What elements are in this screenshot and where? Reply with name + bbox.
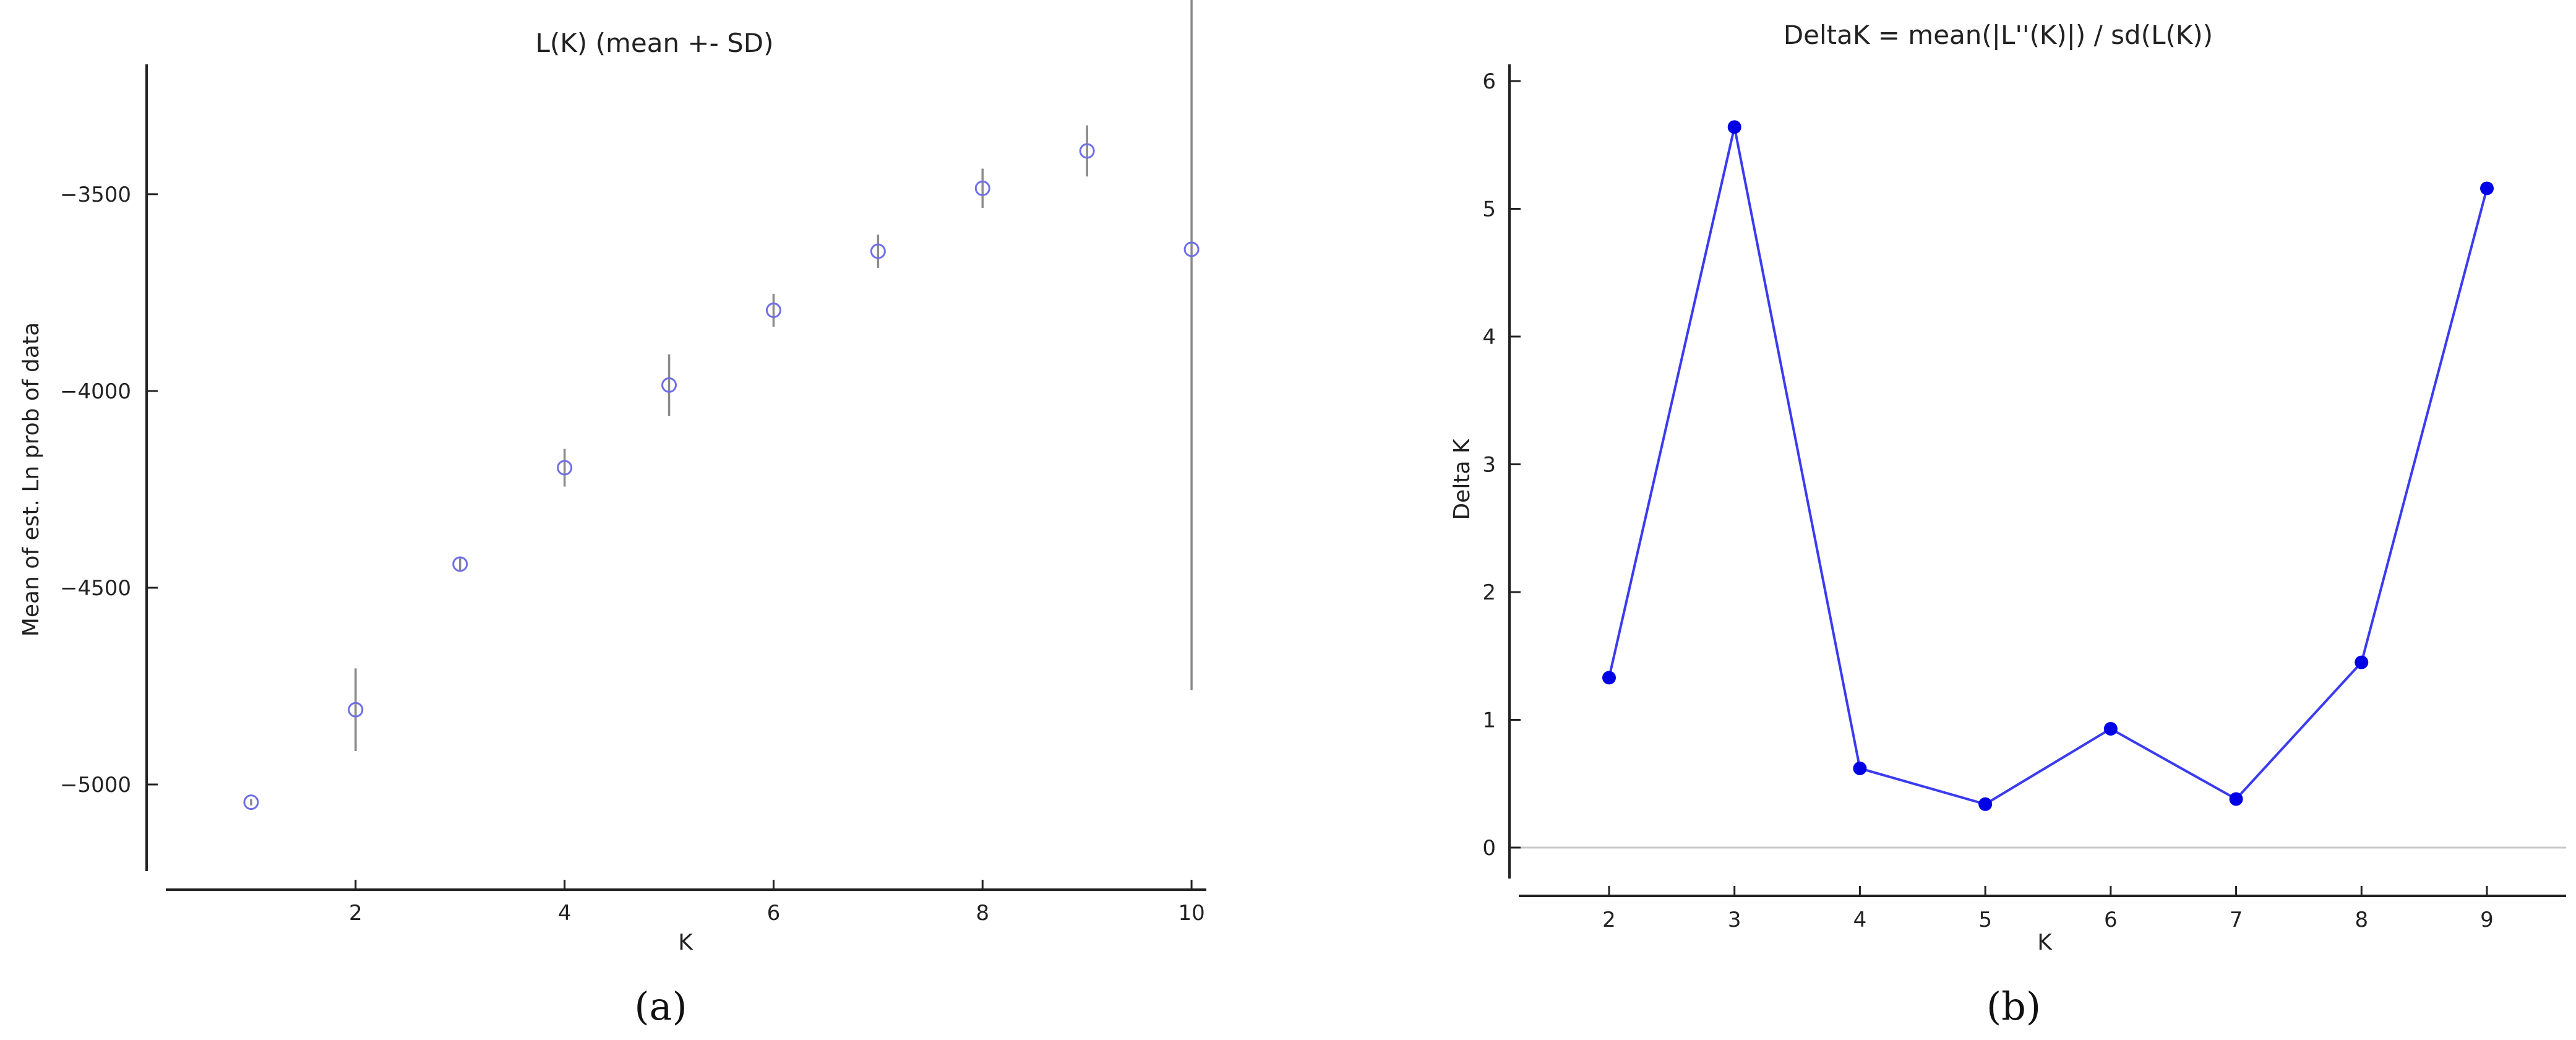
chart-b-y-ticks: 0 1 2 3 4 5 6 — [1482, 69, 1521, 861]
chart-b-xtick-label: 9 — [2480, 908, 2494, 932]
chart-b-point — [2229, 792, 2243, 806]
chart-a-title: L(K) (mean +- SD) — [536, 28, 774, 58]
chart-b-xtick-label: 6 — [2104, 908, 2118, 932]
chart-a-ytick-label: −5000 — [60, 773, 131, 797]
chart-a-y-ticks: −5000 −4500 −4000 −3500 — [60, 183, 158, 797]
chart-b-xtick-label: 4 — [1853, 908, 1867, 932]
chart-b-ytick-label: 2 — [1482, 580, 1496, 605]
chart-b-xtick-label: 3 — [1728, 908, 1741, 932]
chart-b-ytick-label: 5 — [1482, 197, 1496, 222]
chart-a-point — [452, 556, 468, 572]
chart-a-ytick-label: −4000 — [60, 379, 131, 404]
chart-b-ytick-label: 6 — [1482, 69, 1496, 94]
chart-b-xtick-label: 7 — [2230, 908, 2243, 932]
chart-b-point — [2355, 655, 2369, 669]
chart-b-point — [1853, 761, 1867, 775]
chart-a-point — [661, 377, 677, 393]
chart-a-point — [243, 794, 259, 810]
chart-b-point — [1727, 120, 1741, 134]
chart-a-point — [1183, 241, 1200, 257]
chart-b-xtick-label: 8 — [2355, 908, 2368, 932]
chart-a-panel-label: (a) — [634, 984, 687, 1029]
chart-b-ylabel: Delta K — [1449, 438, 1475, 520]
chart-b-panel-letter: b — [2001, 984, 2026, 1029]
chart-a-panel-letter: a — [650, 984, 672, 1029]
chart-a-ytick-label: −3500 — [60, 183, 131, 207]
chart-b-point — [1978, 797, 1993, 811]
chart-a-point — [348, 702, 364, 718]
chart-a-x-ticks: 2 4 6 8 10 — [349, 880, 1205, 926]
chart-a-xlabel: K — [678, 930, 693, 955]
chart-b-point — [2480, 181, 2494, 196]
chart-a-xtick-label: 6 — [767, 901, 781, 926]
chart-a-point — [557, 460, 573, 476]
chart-a-lnprob: L(K) (mean +- SD) −5000 −4500 −4000 −3500 2… — [19, 0, 1206, 1029]
chart-b-ytick-label: 0 — [1482, 836, 1496, 861]
chart-a-data — [243, 0, 1200, 810]
chart-a-point — [765, 303, 781, 319]
chart-a-ylabel: Mean of est. Ln prob of data — [19, 322, 44, 637]
chart-b-panel-label: (b) — [1986, 984, 2041, 1029]
chart-b-xtick-label: 5 — [1978, 908, 1992, 932]
chart-a-xtick-label: 10 — [1178, 901, 1204, 926]
chart-b-xtick-label: 2 — [1602, 908, 1616, 932]
chart-b-data — [1602, 120, 2494, 811]
chart-b-deltak: DeltaK = mean(|L''(K)|) / sd(L(K)) 0 1 2 3 4… — [1449, 20, 2566, 1029]
chart-b-ytick-label: 1 — [1482, 708, 1496, 733]
chart-a-point — [974, 180, 990, 196]
chart-b-point — [2103, 721, 2118, 736]
chart-b-point — [1602, 671, 1616, 685]
chart-b-ytick-label: 3 — [1482, 453, 1496, 478]
chart-b-series-line — [1608, 126, 2488, 806]
chart-b-xlabel: K — [2037, 930, 2053, 955]
chart-b-x-ticks: 2 3 4 5 6 7 8 9 — [1602, 886, 2494, 932]
chart-b-title: DeltaK = mean(|L''(K)|) / sd(L(K)) — [1784, 20, 2213, 50]
chart-b-ytick-label: 4 — [1482, 325, 1496, 350]
chart-a-ytick-label: −4500 — [60, 576, 131, 601]
chart-a-xtick-label: 4 — [558, 901, 572, 926]
chart-a-point — [870, 243, 886, 259]
chart-a-point — [1079, 143, 1095, 159]
chart-a-xtick-label: 8 — [976, 901, 989, 926]
chart-a-xtick-label: 2 — [349, 901, 363, 926]
